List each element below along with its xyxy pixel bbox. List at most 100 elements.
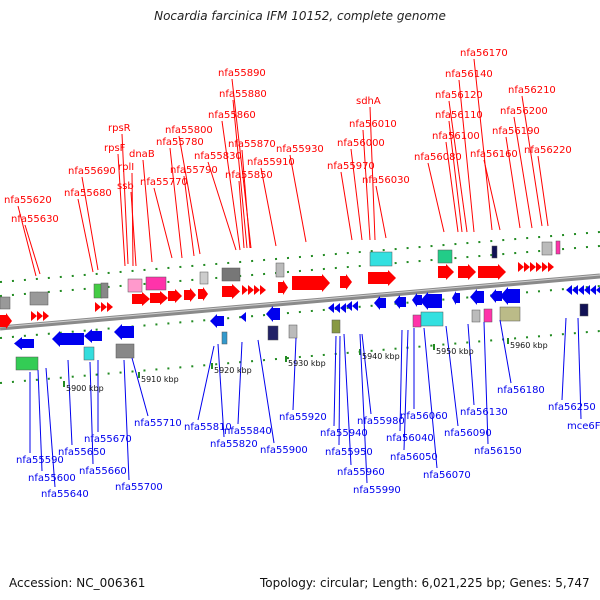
green-feature <box>437 249 453 264</box>
axis-label: 5910 kbp <box>141 375 179 384</box>
cyan-feature <box>369 251 393 267</box>
gene-label-reverse: nfa56060 <box>400 411 448 422</box>
leader-line <box>131 357 149 417</box>
reverse-gene <box>114 324 134 340</box>
gene-label-forward: nfa55800 <box>165 125 213 136</box>
blue-feature <box>221 331 228 345</box>
axis-label: 5950 kbp <box>436 347 474 356</box>
gene-label-forward: ssb <box>117 181 134 192</box>
gene-label-forward: nfa55780 <box>156 137 204 148</box>
gray-feature <box>29 291 49 306</box>
leader-line <box>17 205 37 277</box>
gene-label-forward: rpsF <box>104 143 126 154</box>
axis-label: 5920 kbp <box>214 366 252 375</box>
leader-line <box>121 133 129 265</box>
reverse-gene <box>578 285 584 295</box>
gray-feature <box>471 309 481 323</box>
magenta-feature <box>555 240 561 255</box>
reverse-gene <box>328 303 334 313</box>
gene-label-forward: nfa55690 <box>68 166 116 177</box>
leader-line <box>89 361 94 465</box>
forward-gene <box>150 291 168 305</box>
forward-gene <box>524 262 530 272</box>
gene-label-forward: nfa55680 <box>64 188 112 199</box>
leader-line <box>77 198 94 273</box>
gene-label-forward: nfa56000 <box>337 138 385 149</box>
gene-label-forward: nfa55970 <box>327 161 375 172</box>
green-feature <box>15 356 39 371</box>
forward-gene <box>101 302 107 312</box>
leader-line <box>343 333 352 466</box>
gene-label-reverse: nfa55900 <box>260 445 308 456</box>
leader-line <box>483 159 501 231</box>
magenta-feature <box>412 314 422 328</box>
leader-line <box>142 159 153 263</box>
gene-label-reverse: nfa56050 <box>390 452 438 463</box>
reverse-gene <box>394 295 406 309</box>
axis-label: 5960 kbp <box>510 341 548 350</box>
forward-gene <box>478 264 506 280</box>
gene-label-reverse: nfa56040 <box>386 433 434 444</box>
backbone <box>0 273 600 331</box>
gray-feature <box>0 296 11 310</box>
gene-label-forward: nfa56220 <box>524 145 572 156</box>
axis-label: 5900 kbp <box>66 384 104 393</box>
leader-line <box>423 327 438 469</box>
leader-line <box>130 191 137 267</box>
forward-gene <box>198 287 208 301</box>
gene-label-forward: nfa56140 <box>445 69 493 80</box>
magenta-feature <box>483 308 493 323</box>
leader-line <box>232 99 248 249</box>
track-dots <box>0 231 600 283</box>
reverse-gene <box>52 331 84 347</box>
gene-label-reverse: nfa55940 <box>320 428 368 439</box>
forward-gene <box>37 311 43 321</box>
forward-gene <box>0 313 12 329</box>
gene-label-forward: nfa55880 <box>219 89 267 100</box>
gene-label-forward: nfa55890 <box>218 68 266 79</box>
gene-label-reverse: nfa55990 <box>353 485 401 496</box>
forward-gene <box>248 285 254 295</box>
reverse-gene <box>14 337 34 350</box>
leader-line <box>369 106 376 241</box>
reverse-gene <box>584 285 590 295</box>
gene-label-forward: nfa56030 <box>362 175 410 186</box>
reverse-gene <box>500 287 520 305</box>
gray-feature <box>199 271 209 285</box>
leader-line <box>169 147 183 259</box>
leader-line <box>117 153 126 267</box>
reverse-gene <box>84 329 102 343</box>
footer-accession: Accession: NC_006361 <box>9 576 146 590</box>
gray-feature <box>288 324 298 339</box>
leader-line <box>537 155 549 227</box>
gene-label-reverse: nfa55810 <box>184 422 232 433</box>
gene-label-forward: nfa56210 <box>508 85 556 96</box>
gene-label-forward: sdhA <box>356 96 381 107</box>
reverse-gene <box>590 285 596 295</box>
leader-line <box>153 187 173 259</box>
forward-gene <box>168 289 182 303</box>
forward-gene <box>340 274 352 290</box>
forward-gene <box>292 274 330 292</box>
magenta-feature <box>145 276 167 291</box>
reverse-gene <box>346 301 352 311</box>
leader-line <box>333 335 337 427</box>
gene-label-forward: nfa55860 <box>208 110 256 121</box>
gene-label-forward: nfa55850 <box>225 170 273 181</box>
leader-line <box>45 367 56 488</box>
gene-label-forward: nfa56190 <box>492 126 540 137</box>
backbone-highlight <box>0 274 600 328</box>
dark-feature <box>579 303 589 317</box>
reverse-gene <box>412 293 422 307</box>
gene-label-forward: nfa56160 <box>470 149 518 160</box>
leader-line <box>340 171 353 241</box>
footer-topology: Topology: circular; Length: 6,021,225 bp… <box>260 576 590 590</box>
forward-gene <box>107 302 113 312</box>
reverse-gene <box>420 292 442 310</box>
axis-label: 5930 kbp <box>288 359 326 368</box>
gene-label-reverse: nfa56130 <box>460 407 508 418</box>
gene-label-reverse: nfa55920 <box>279 412 327 423</box>
gene-label-forward: dnaB <box>129 149 155 160</box>
gene-label-forward: nfa55910 <box>247 157 295 168</box>
